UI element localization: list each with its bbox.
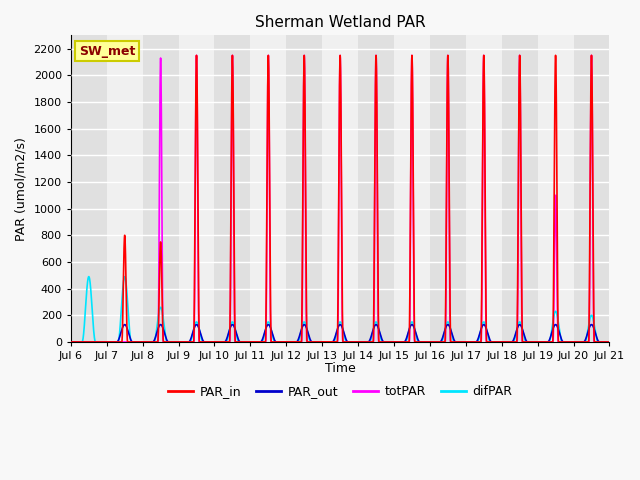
difPAR [67,339,75,345]
Bar [143,36,179,342]
Text: SW_met: SW_met [79,45,135,58]
Bar [286,36,322,342]
PAR_in [177,339,184,345]
Y-axis label: PAR (umol/m2/s): PAR (umol/m2/s) [15,137,28,240]
Line: PAR_in: PAR_in [71,55,609,342]
Bar [250,36,286,342]
PAR_in [605,339,613,345]
Bar [394,36,430,342]
Line: totPAR: totPAR [71,55,609,342]
PAR_in [588,52,595,58]
Bar [502,36,538,342]
Bar [214,36,250,342]
Bar [609,36,640,342]
PAR_out [269,331,276,337]
difPAR [604,339,611,345]
Bar [71,36,107,342]
totPAR [415,339,422,345]
Bar [430,36,466,342]
difPAR [177,339,184,345]
Bar [322,36,358,342]
Line: PAR_out: PAR_out [71,324,609,342]
PAR_out [491,339,499,345]
difPAR [182,339,190,345]
Bar [466,36,502,342]
PAR_out [67,339,75,345]
difPAR [415,339,422,345]
Bar [179,36,214,342]
PAR_out [415,337,422,343]
difPAR [491,339,499,345]
PAR_in [604,339,611,345]
Line: difPAR: difPAR [71,276,609,342]
totPAR [588,52,595,58]
PAR_in [182,339,190,345]
PAR_out [182,339,190,345]
Bar [107,36,143,342]
difPAR [605,339,613,345]
Legend: PAR_in, PAR_out, totPAR, difPAR: PAR_in, PAR_out, totPAR, difPAR [163,380,517,403]
PAR_out [177,339,184,345]
totPAR [604,339,611,345]
totPAR [182,339,190,345]
Bar [573,36,609,342]
totPAR [67,339,75,345]
PAR_out [604,339,611,345]
PAR_in [67,339,75,345]
PAR_out [588,322,595,327]
totPAR [269,339,276,345]
PAR_out [605,339,613,345]
Bar [358,36,394,342]
PAR_in [269,339,276,345]
totPAR [491,339,499,345]
PAR_in [415,339,422,345]
Title: Sherman Wetland PAR: Sherman Wetland PAR [255,15,426,30]
totPAR [605,339,613,345]
difPAR [269,333,276,338]
totPAR [177,339,184,345]
difPAR [85,274,93,279]
PAR_in [491,339,499,345]
Bar [538,36,573,342]
X-axis label: Time: Time [324,362,355,375]
